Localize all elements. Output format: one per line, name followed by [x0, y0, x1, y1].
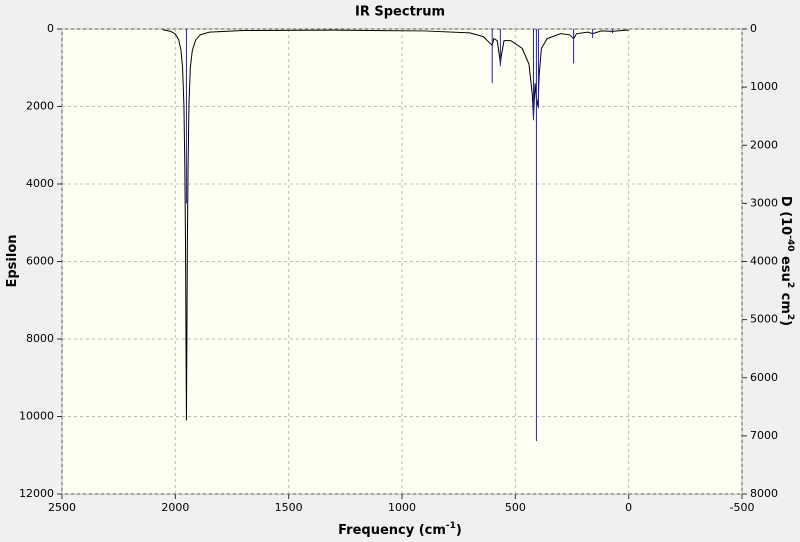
y2-tick-label: 7000	[750, 429, 778, 442]
x-tick-label: 1500	[275, 501, 303, 514]
y-tick-label: 6000	[26, 255, 54, 268]
y2-tick-label: 2000	[750, 138, 778, 151]
x-axis-title-part: Frequency (cm	[338, 523, 446, 538]
y2-tick-label: 8000	[750, 487, 778, 500]
y2-tick-label: 4000	[750, 255, 778, 268]
y2-axis-title-part: 2	[786, 282, 796, 288]
x-axis-title-part: -1	[446, 521, 456, 531]
y2-tick-label: 3000	[750, 196, 778, 209]
y2-axis-title-part: -40	[786, 235, 796, 251]
y-tick-label: 12000	[19, 487, 54, 500]
chart-title: IR Spectrum	[355, 5, 445, 20]
x-axis-title: Frequency (cm-1)	[338, 521, 462, 538]
y2-tick-label: 6000	[750, 371, 778, 384]
y2-axis-title-part: esu	[779, 252, 794, 282]
y2-axis-title-part: D (10	[779, 196, 794, 235]
x-axis-title-part: )	[456, 523, 462, 538]
y-tick-label: 0	[47, 22, 54, 35]
x-tick-label: 2500	[48, 501, 76, 514]
y2-tick-label: 0	[750, 22, 757, 35]
y-tick-label: 2000	[26, 100, 54, 113]
y-axis-title-part: Epsilon	[5, 234, 20, 287]
x-tick-label: 500	[505, 501, 526, 514]
x-tick-label: 0	[625, 501, 632, 514]
y2-axis-title-part: 2	[786, 314, 796, 320]
x-tick-label: 1000	[388, 501, 416, 514]
y-tick-label: 10000	[19, 410, 54, 423]
x-tick-label: -500	[730, 501, 755, 514]
y-tick-label: 4000	[26, 177, 54, 190]
y-tick-label: 8000	[26, 332, 54, 345]
y2-tick-label: 1000	[750, 80, 778, 93]
y2-tick-label: 5000	[750, 313, 778, 326]
y2-axis-title-part: cm	[779, 288, 794, 314]
spectrum-line	[162, 29, 629, 421]
x-tick-label: 2000	[161, 501, 189, 514]
y-axis-title: Epsilon	[5, 234, 20, 287]
y2-axis-title-part: )	[779, 320, 794, 326]
y2-axis-title: D (10-40 esu2 cm2)	[779, 196, 796, 326]
